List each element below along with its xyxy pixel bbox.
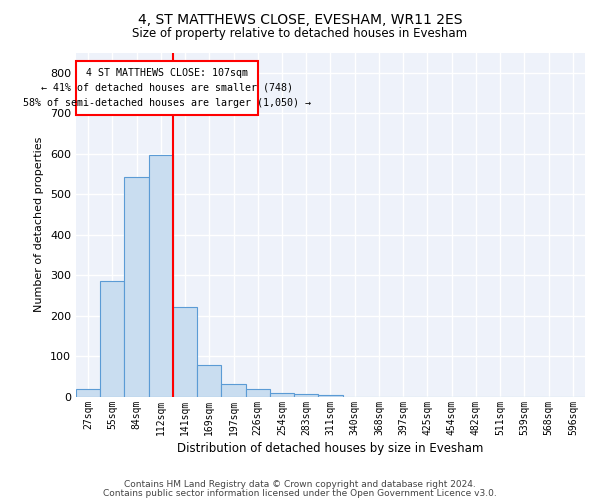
Bar (149, 156, 173, 397)
Bar (319, 395, 343, 397)
Text: Contains public sector information licensed under the Open Government Licence v3: Contains public sector information licen… (103, 489, 497, 498)
Bar (173, 307, 197, 397)
Bar (294, 394, 319, 397)
X-axis label: Distribution of detached houses by size in Evesham: Distribution of detached houses by size … (177, 442, 484, 455)
Bar (270, 393, 294, 397)
FancyBboxPatch shape (76, 60, 258, 116)
Text: Contains HM Land Registry data © Crown copyright and database right 2024.: Contains HM Land Registry data © Crown c… (124, 480, 476, 489)
Bar (100, 280, 124, 397)
Bar (245, 389, 270, 397)
Text: 4, ST MATTHEWS CLOSE, EVESHAM, WR11 2ES: 4, ST MATTHEWS CLOSE, EVESHAM, WR11 2ES (138, 12, 462, 26)
Bar (197, 366, 221, 397)
Text: 4 ST MATTHEWS CLOSE: 107sqm
← 41% of detached houses are smaller (748)
58% of se: 4 ST MATTHEWS CLOSE: 107sqm ← 41% of det… (23, 68, 311, 108)
Bar (76, 389, 100, 397)
Bar (124, 177, 149, 397)
Y-axis label: Number of detached properties: Number of detached properties (34, 137, 44, 312)
Bar (221, 384, 245, 397)
Text: Size of property relative to detached houses in Evesham: Size of property relative to detached ho… (133, 28, 467, 40)
